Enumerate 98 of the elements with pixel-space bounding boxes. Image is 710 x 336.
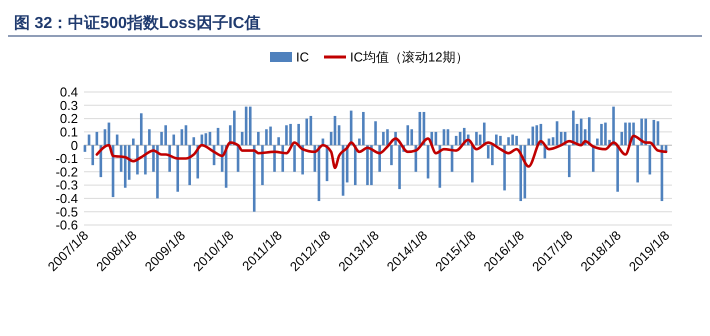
y-tick-label: -0.1 bbox=[56, 151, 78, 166]
bar bbox=[398, 145, 401, 190]
bar bbox=[84, 145, 86, 152]
bar bbox=[535, 125, 538, 146]
bar bbox=[450, 145, 454, 172]
bar bbox=[176, 145, 180, 192]
bar bbox=[269, 126, 272, 146]
bar bbox=[503, 145, 506, 190]
bar bbox=[318, 145, 320, 202]
bar bbox=[600, 124, 603, 146]
bar bbox=[334, 116, 336, 146]
bar bbox=[216, 128, 220, 146]
bar bbox=[244, 106, 248, 146]
bar bbox=[515, 136, 518, 146]
bar bbox=[108, 122, 110, 146]
bar bbox=[636, 145, 639, 182]
y-tick-label: 0.1 bbox=[60, 124, 78, 140]
bar bbox=[382, 132, 385, 146]
bar bbox=[499, 136, 502, 146]
bar bbox=[442, 129, 446, 146]
bar bbox=[326, 145, 328, 182]
bar bbox=[374, 121, 377, 146]
bar bbox=[116, 134, 118, 146]
bar bbox=[277, 137, 280, 146]
bar bbox=[660, 145, 664, 202]
bar bbox=[156, 145, 159, 198]
bar bbox=[548, 138, 550, 146]
y-tick-label: 0.3 bbox=[60, 98, 78, 113]
bar bbox=[91, 145, 94, 166]
line-series bbox=[96, 134, 668, 170]
bar bbox=[507, 137, 510, 146]
bar bbox=[648, 145, 652, 174]
bar bbox=[426, 145, 430, 178]
bar bbox=[580, 118, 582, 146]
bar bbox=[556, 121, 558, 146]
bar bbox=[406, 125, 410, 146]
bar bbox=[656, 121, 660, 146]
bar bbox=[112, 145, 114, 198]
bar bbox=[342, 145, 344, 196]
bar bbox=[265, 129, 268, 146]
bar bbox=[124, 145, 127, 188]
bar bbox=[208, 132, 212, 146]
y-tick-label: -0.4 bbox=[56, 190, 78, 206]
bar bbox=[410, 129, 414, 146]
bar bbox=[458, 132, 462, 146]
chart-title: 图 32：中证500指数Loss因子IC值 bbox=[14, 14, 260, 32]
bar bbox=[261, 145, 264, 186]
bar bbox=[366, 145, 369, 186]
bar bbox=[184, 125, 188, 146]
bar bbox=[386, 129, 389, 146]
bar bbox=[305, 118, 308, 146]
bar bbox=[192, 137, 196, 146]
bar bbox=[612, 106, 615, 146]
bar bbox=[604, 122, 607, 146]
y-tick-label: 0 bbox=[70, 138, 78, 153]
bar bbox=[164, 125, 167, 146]
bar bbox=[285, 125, 288, 146]
bar bbox=[297, 124, 300, 146]
bar bbox=[491, 145, 494, 166]
y-tick-label: -0.5 bbox=[56, 204, 78, 220]
y-tick-label: -0.2 bbox=[56, 164, 78, 180]
bar bbox=[568, 145, 571, 178]
bar bbox=[148, 129, 151, 146]
bar bbox=[88, 134, 90, 146]
bar bbox=[293, 145, 296, 172]
y-tick-label: -0.3 bbox=[56, 178, 78, 193]
legend-label: IC均值（滚动12期） bbox=[350, 50, 468, 65]
bar bbox=[140, 113, 143, 146]
bar bbox=[475, 132, 478, 146]
bar bbox=[471, 145, 474, 182]
y-tick-label: 0.4 bbox=[60, 84, 78, 100]
bar bbox=[652, 120, 656, 146]
bar bbox=[172, 134, 176, 146]
bar bbox=[390, 145, 393, 166]
bar bbox=[511, 134, 514, 146]
bar bbox=[624, 122, 627, 146]
bar bbox=[96, 132, 98, 146]
y-tick-label: -0.6 bbox=[56, 218, 78, 233]
bar bbox=[418, 112, 422, 146]
bar bbox=[248, 106, 252, 146]
bar bbox=[454, 136, 458, 146]
bar bbox=[446, 129, 450, 146]
bar bbox=[204, 133, 208, 146]
bar bbox=[531, 126, 534, 146]
bar bbox=[273, 145, 276, 172]
bar bbox=[289, 124, 292, 146]
bar bbox=[132, 138, 135, 146]
bar bbox=[495, 134, 498, 146]
bar bbox=[434, 132, 438, 146]
bar bbox=[310, 116, 312, 146]
bar bbox=[616, 145, 619, 192]
y-tick-label: 0.2 bbox=[60, 111, 78, 126]
legend-label: IC bbox=[296, 50, 309, 65]
bar bbox=[438, 145, 442, 188]
bar bbox=[180, 129, 184, 146]
bar bbox=[257, 132, 260, 146]
bar bbox=[252, 145, 256, 212]
bar bbox=[362, 112, 365, 146]
